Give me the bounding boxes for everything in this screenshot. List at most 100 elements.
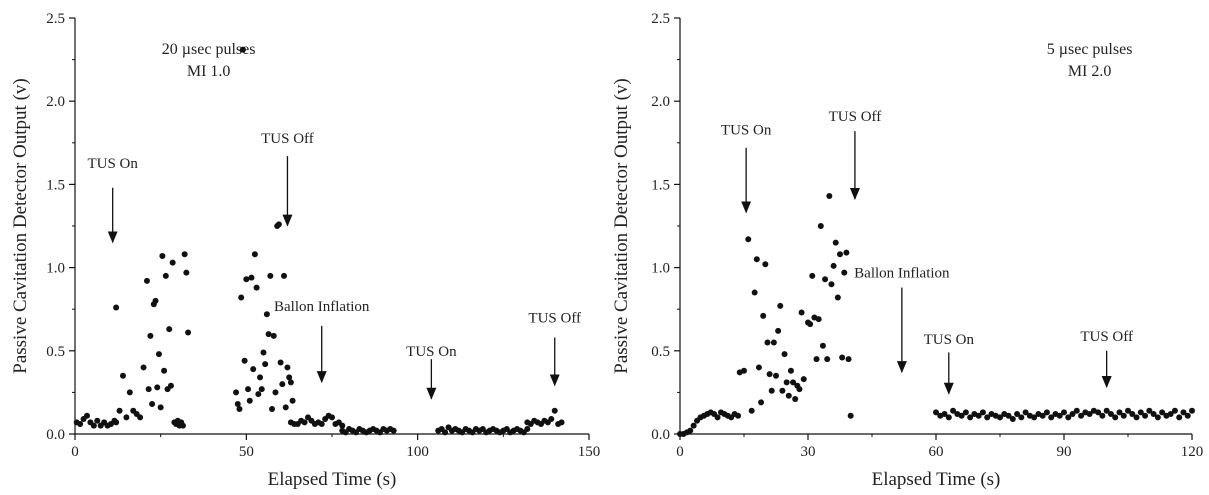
data-point xyxy=(166,326,173,333)
data-point xyxy=(834,294,841,301)
data-point xyxy=(390,427,397,434)
data-point xyxy=(1061,409,1067,416)
data-point xyxy=(77,421,84,428)
annotation-label: TUS On xyxy=(406,344,457,360)
data-point xyxy=(1125,407,1131,414)
y-tick-label: 1.0 xyxy=(651,261,670,277)
data-point xyxy=(281,272,288,279)
data-point xyxy=(287,379,294,386)
data-point xyxy=(984,414,991,421)
data-point xyxy=(113,419,120,426)
data-point xyxy=(1018,414,1025,421)
data-point xyxy=(233,389,240,396)
data-point xyxy=(841,269,848,276)
data-point xyxy=(179,422,186,429)
data-point xyxy=(183,269,190,276)
x-tick-label: 90 xyxy=(1057,444,1072,460)
x-tick-label: 0 xyxy=(71,444,79,460)
data-point xyxy=(783,379,790,386)
data-point xyxy=(809,272,816,279)
data-point xyxy=(687,427,694,434)
data-point xyxy=(1116,409,1123,416)
data-point xyxy=(548,416,555,423)
data-point xyxy=(997,414,1003,421)
data-point xyxy=(123,414,130,421)
data-point xyxy=(933,409,939,416)
data-point xyxy=(781,351,788,358)
annotation-label: TUS On xyxy=(721,122,772,138)
data-point xyxy=(796,386,803,393)
data-point xyxy=(524,426,531,433)
data-point xyxy=(269,406,276,413)
data-point xyxy=(958,412,965,419)
data-point xyxy=(753,256,760,263)
data-point xyxy=(817,223,824,229)
data-point xyxy=(246,397,253,404)
data-point xyxy=(815,316,822,323)
annotation-label: Ballon Inflation xyxy=(274,299,370,315)
data-point xyxy=(770,339,777,346)
data-point xyxy=(745,236,752,243)
data-point xyxy=(94,417,101,424)
x-tick-label: 30 xyxy=(801,444,816,460)
y-tick-label: 2.0 xyxy=(46,94,65,110)
data-point xyxy=(155,351,162,358)
data-point xyxy=(149,401,156,408)
data-point xyxy=(258,386,265,393)
data-point xyxy=(140,364,147,371)
x-tick-label: 0 xyxy=(676,444,684,460)
data-point xyxy=(1078,412,1085,419)
data-point xyxy=(837,251,843,258)
data-point xyxy=(1043,409,1050,416)
data-point xyxy=(257,374,264,381)
data-point xyxy=(1022,409,1029,416)
y-tick-label: 0.5 xyxy=(46,344,65,360)
data-point xyxy=(551,407,558,414)
data-point xyxy=(442,429,449,436)
data-point xyxy=(1159,409,1166,416)
data-point xyxy=(760,312,767,319)
data-point xyxy=(1005,412,1012,419)
data-point xyxy=(161,367,168,374)
data-point xyxy=(1095,409,1102,416)
data-point xyxy=(1146,407,1153,414)
data-point xyxy=(113,304,120,311)
data-point xyxy=(962,409,969,416)
data-point xyxy=(828,281,835,288)
data-point xyxy=(1142,412,1149,419)
data-point xyxy=(272,389,279,396)
data-point xyxy=(126,389,133,396)
data-point xyxy=(1154,414,1161,421)
y-tick-label: 1.5 xyxy=(651,177,670,193)
data-point xyxy=(792,396,799,403)
data-point xyxy=(236,406,243,413)
data-point xyxy=(558,419,565,426)
data-point xyxy=(1137,409,1144,416)
x-tick-label: 120 xyxy=(1181,444,1204,460)
data-point xyxy=(790,379,797,386)
data-point xyxy=(1073,407,1080,414)
data-point xyxy=(1069,411,1076,418)
data-point xyxy=(979,409,986,416)
data-point xyxy=(279,381,286,388)
data-point xyxy=(90,422,97,429)
data-point xyxy=(1129,411,1136,418)
data-point xyxy=(253,284,260,291)
pulse-info-line: MI 1.0 xyxy=(187,63,231,80)
data-point xyxy=(1014,411,1021,418)
data-point xyxy=(262,361,269,368)
data-point xyxy=(779,387,786,394)
y-axis-label: Passive Cavitation Detector Output (v) xyxy=(10,78,31,374)
y-tick-label: 2.5 xyxy=(651,11,670,27)
pulse-info-line: 5 µsec pulses xyxy=(1047,41,1133,58)
data-point xyxy=(289,397,296,404)
data-point xyxy=(119,372,126,379)
data-point xyxy=(843,249,850,256)
data-point xyxy=(945,414,952,421)
data-point xyxy=(238,294,245,301)
pulse-info-line: 20 µsec pulses xyxy=(162,41,256,58)
data-point xyxy=(277,359,284,366)
data-point xyxy=(1171,407,1178,414)
data-point xyxy=(339,422,346,429)
x-tick-label: 50 xyxy=(239,444,254,460)
